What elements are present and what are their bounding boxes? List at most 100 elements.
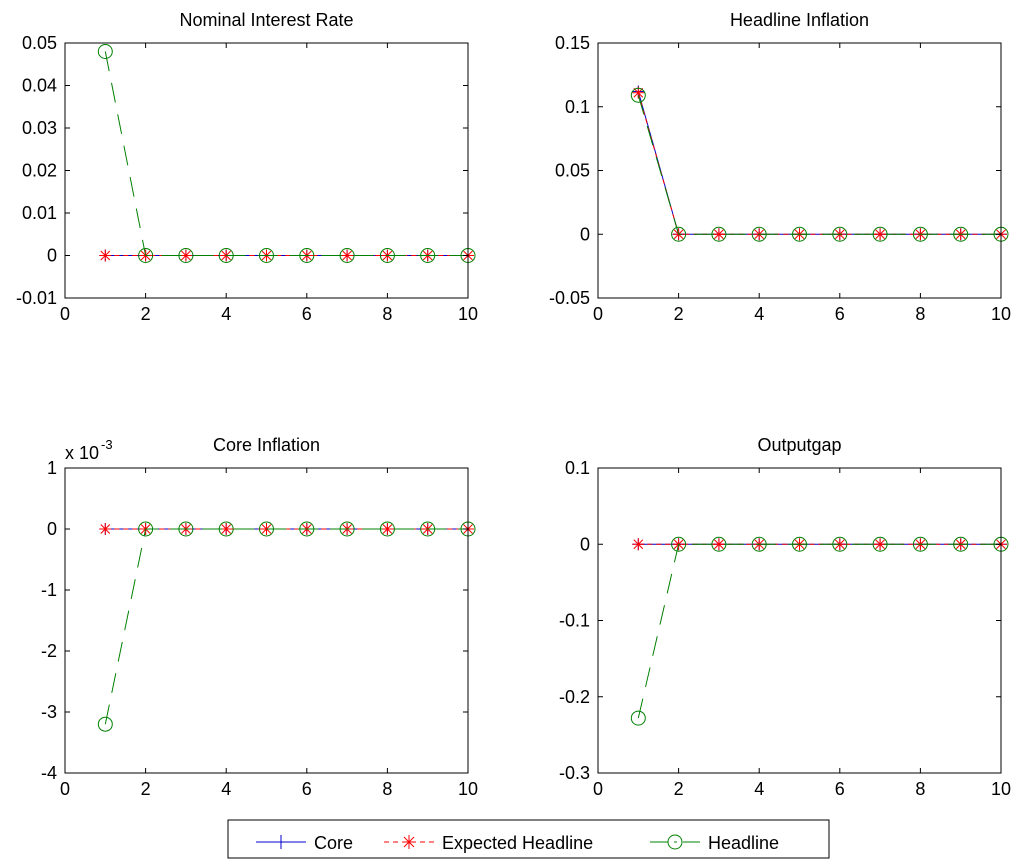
y-tick-label: -4 [41,763,57,783]
legend-box [227,819,830,859]
data-point [178,521,194,537]
series-headline [630,536,1009,726]
series-expected-headline [632,86,1007,241]
y-tick-label: -2 [41,641,57,661]
data-point [792,536,807,552]
plot-area-frame [64,467,469,774]
data-point [874,228,887,241]
data-point [953,226,969,242]
x-tick-label: 6 [835,779,845,799]
series-line [637,92,1001,235]
plot-area-frame [597,467,1002,774]
data-point [872,226,888,242]
data-point [872,536,888,552]
y-tick-label: 0.02 [22,161,57,181]
legend-label-core: Core [314,833,353,853]
y-tick-label: -0.01 [16,288,57,308]
series-line [637,543,1001,719]
x-tick-label: 4 [221,779,231,799]
x-tick-label: 10 [991,779,1011,799]
y-tick-label: 1 [47,458,57,478]
x-tick-label: 6 [302,304,312,324]
chart-title: Outputgap [757,435,841,455]
data-point [630,710,646,726]
data-point [138,521,154,537]
chart-title: Nominal Interest Rate [179,10,353,30]
data-point [632,538,645,551]
x-tick-label: 10 [458,304,478,324]
data-point [751,226,767,242]
data-point [953,536,969,552]
x-tick-label: 4 [754,304,764,324]
legend-label-headline: Headline [708,833,779,853]
x-tick-label: 6 [835,304,845,324]
x-tick-label: 4 [221,304,231,324]
data-point [339,248,355,263]
data-point [381,523,394,535]
data-point [218,521,234,537]
plus-icon [274,835,288,849]
x-tick-label: 0 [60,304,70,324]
series-line [104,528,468,725]
x-tick-label: 10 [991,304,1011,324]
series-line [104,51,468,256]
data-point [711,226,727,242]
x-tick-label: 0 [60,779,70,799]
y-tick-label: -3 [41,702,57,722]
y-tick-label: 0.03 [22,118,57,138]
data-point [712,228,725,241]
data-point [832,536,848,552]
y-tick-label: 0.15 [555,33,590,53]
data-point [299,248,315,263]
x-tick-label: 2 [674,304,684,324]
x-tick-label: 4 [754,779,764,799]
data-point [420,248,436,263]
panel-outputgap: Outputgap 0 2 4 6 8 10 -0.3 -0.2 -0.1 0 0.1 [559,435,1011,799]
data-point [671,536,687,552]
data-point [832,226,848,242]
chart-title: Headline Inflation [730,10,869,30]
series-line [637,91,1001,235]
data-point [97,44,113,59]
y-tick-label: 0 [580,224,590,244]
x-tick-label: 6 [302,779,312,799]
y-tick-label: 0.05 [22,33,57,53]
data-point [874,538,887,551]
data-point [339,521,355,537]
data-point [259,521,274,537]
data-point [912,226,928,242]
data-point [792,226,807,242]
y-tick-label: -0.1 [559,611,590,631]
y-tick-label: -0.2 [559,687,590,707]
y-tick-label: 0 [580,534,590,554]
data-point [420,521,436,537]
y-tick-label: 0.1 [565,458,590,478]
axis-exponent-label: x 10 [65,443,99,463]
axis-exponent-power: -3 [101,437,113,452]
data-point [220,523,233,535]
data-point [99,249,112,262]
x-tick-label: 2 [141,779,151,799]
series-headline [97,521,476,732]
data-point [138,248,154,263]
y-tick-label: 0.1 [565,97,590,117]
data-point [341,249,354,262]
y-tick-label: -0.3 [559,763,590,783]
x-tick-label: 2 [674,779,684,799]
data-point [99,523,112,535]
circle-icon [667,834,683,850]
data-point [259,248,274,263]
x-tick-label: 0 [593,304,603,324]
data-point [751,536,767,552]
data-point [379,521,395,537]
legend: Core Expected Headline Headline [227,819,830,859]
data-point [97,716,113,732]
y-tick-label: -0.05 [549,288,590,308]
chart-title: Core Inflation [213,435,320,455]
series-headline [97,44,476,263]
series-line [637,95,1001,235]
